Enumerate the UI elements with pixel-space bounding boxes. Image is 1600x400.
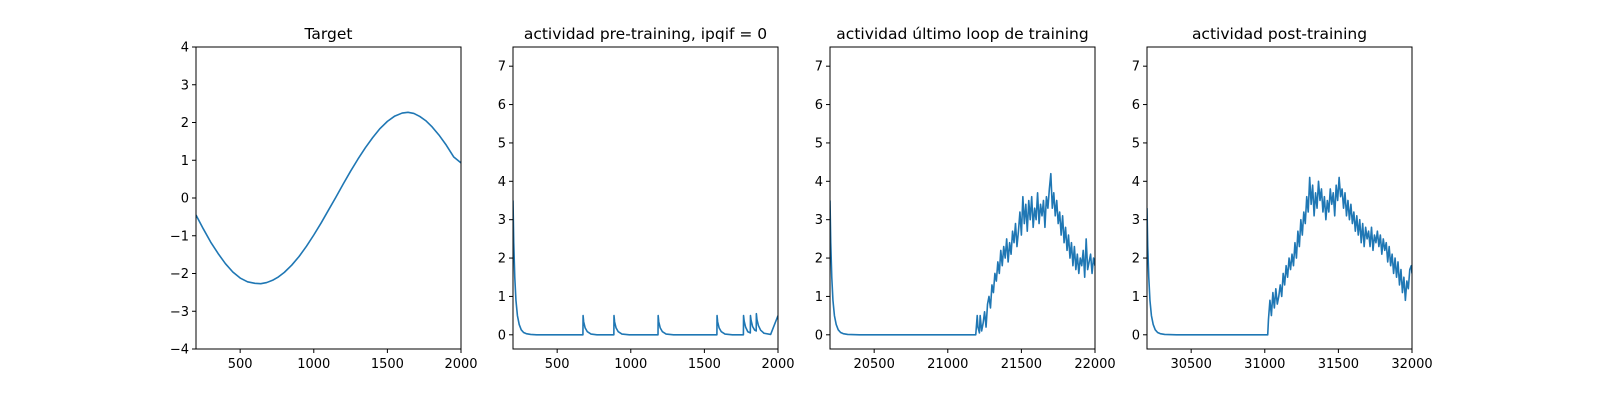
y-tick-label: 1 (498, 290, 506, 305)
y-tick-label: 0 (1132, 328, 1140, 343)
y-tick-label: 3 (498, 213, 506, 228)
series-line (830, 172, 1095, 336)
x-tick-label: 2000 (444, 357, 477, 372)
series-line (513, 200, 778, 336)
series-line (196, 111, 461, 285)
y-tick-label: 6 (815, 98, 823, 113)
y-tick-label: 7 (815, 60, 823, 75)
y-tick-label: 5 (498, 136, 506, 151)
y-tick-label: 5 (1132, 136, 1140, 151)
y-tick-label: 6 (1132, 98, 1140, 113)
y-tick-label: 3 (181, 78, 189, 93)
chart-title: actividad último loop de training (836, 25, 1088, 43)
x-tick-label: 21500 (1001, 357, 1042, 372)
x-tick-label: 30500 (1170, 357, 1211, 372)
x-tick-label: 31500 (1318, 357, 1359, 372)
x-tick-label: 500 (228, 357, 253, 372)
subplot-post-training: 30500 31000 31500 32000 0 1 2 3 4 5 6 7 actividad po… (1132, 25, 1433, 372)
y-tick-label: 6 (498, 98, 506, 113)
chart-title: actividad pre-training, ipqif = 0 (524, 25, 767, 43)
x-tick-label: 22000 (1074, 357, 1115, 372)
y-tick-label: 2 (1132, 252, 1140, 267)
x-tick-label: 32000 (1391, 357, 1432, 372)
y-tick-label: 5 (815, 136, 823, 151)
x-tick-label: 500 (545, 357, 570, 372)
plot-frame (829, 46, 1096, 350)
y-tick-label: 0 (498, 328, 506, 343)
y-tick-label: 2 (815, 252, 823, 267)
y-tick-label: 3 (815, 213, 823, 228)
x-tick-label: 31000 (1244, 357, 1285, 372)
y-tick-label: 7 (498, 60, 506, 75)
y-tick-label: 4 (1132, 175, 1140, 190)
x-tick-label: 1000 (614, 357, 647, 372)
y-tick-label: −2 (170, 267, 189, 282)
plot-frame (195, 46, 462, 350)
plot-frame (1146, 46, 1413, 350)
y-tick-label: 4 (498, 175, 506, 190)
series-line (1147, 176, 1412, 336)
y-tick-label: −4 (170, 343, 189, 358)
y-tick-label: 1 (815, 290, 823, 305)
x-tick-label: 2000 (761, 357, 794, 372)
y-tick-label: 4 (815, 175, 823, 190)
x-tick-label: 1000 (297, 357, 330, 372)
x-tick-label: 1500 (688, 357, 721, 372)
y-tick-label: 3 (1132, 213, 1140, 228)
y-tick-label: −1 (170, 229, 189, 244)
y-tick-label: 2 (498, 252, 506, 267)
x-tick-label: 1500 (371, 357, 404, 372)
plot-frame (512, 46, 779, 350)
y-tick-label: 2 (181, 116, 189, 131)
y-tick-label: −3 (170, 305, 189, 320)
x-tick-label: 20500 (853, 357, 894, 372)
x-tick-label: 21000 (927, 357, 968, 372)
y-tick-label: 1 (1132, 290, 1140, 305)
subplot-last-training-loop: 20500 21000 21500 22000 0 1 2 3 4 5 6 7 actividad úl… (815, 25, 1116, 372)
subplot-pre-training: 500 1000 1500 2000 0 1 2 3 4 5 6 7 actividad pre-tra… (498, 25, 795, 372)
chart-title: actividad post-training (1192, 25, 1367, 43)
y-tick-label: 7 (1132, 60, 1140, 75)
y-tick-label: 0 (815, 328, 823, 343)
chart-title: Target (304, 25, 353, 43)
subplot-target: 500 1000 1500 2000 −4 −3 −2 −1 0 1 2 3 4 Target (170, 25, 478, 372)
y-tick-label: 1 (181, 154, 189, 169)
y-tick-label: 0 (181, 192, 189, 207)
y-tick-label: 4 (181, 41, 189, 56)
